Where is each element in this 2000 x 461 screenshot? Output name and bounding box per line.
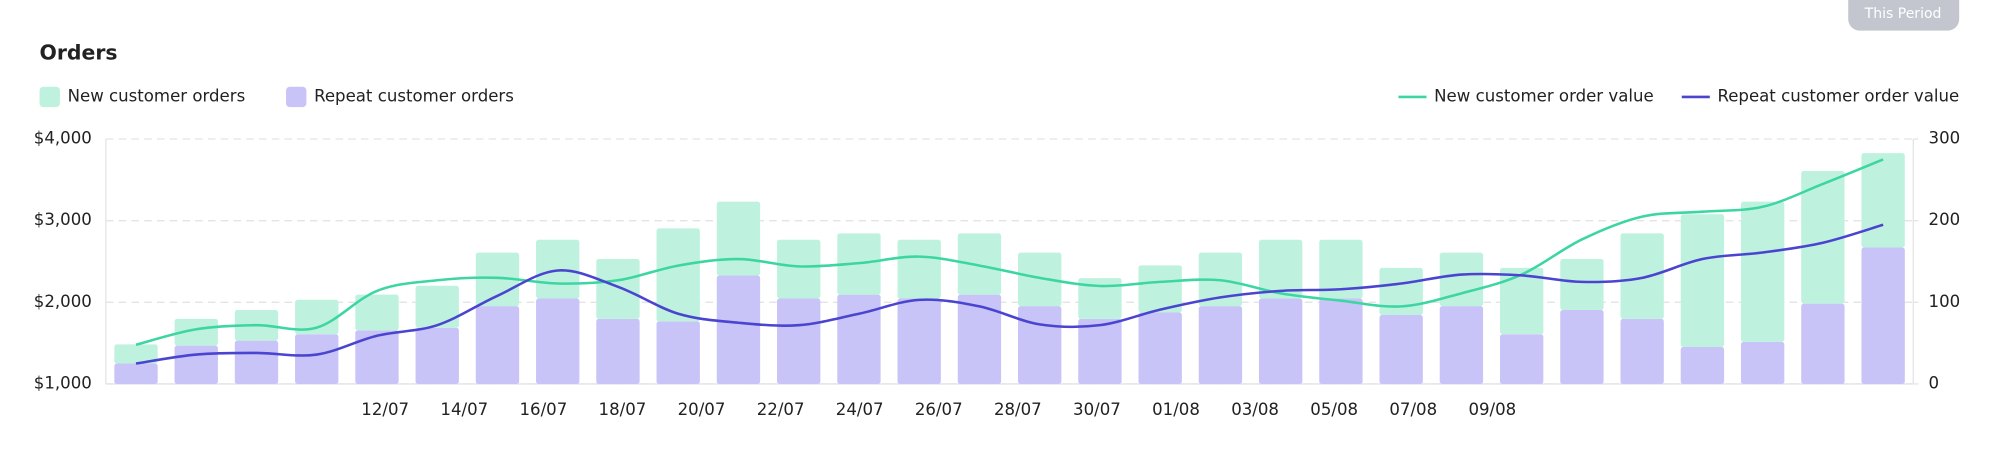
bar — [897, 298, 941, 384]
bar — [1560, 258, 1604, 310]
bar — [1078, 278, 1122, 319]
x-tick-label: 28/07 — [994, 400, 1042, 419]
bar — [1499, 267, 1544, 335]
y-tick-label: $4,000 — [34, 129, 92, 148]
x-tick-label: 12/07 — [361, 400, 409, 419]
y-tick-label: $3,000 — [34, 210, 92, 229]
bar — [415, 285, 459, 328]
bar — [1319, 298, 1363, 384]
bar — [415, 327, 459, 384]
bar — [1198, 306, 1243, 384]
bar — [837, 294, 881, 384]
bar — [1740, 341, 1785, 384]
legend-label: Repeat customer orders — [314, 86, 514, 105]
bar — [1319, 239, 1363, 299]
x-tick-label: 26/07 — [915, 400, 963, 419]
bar — [295, 334, 339, 384]
bar — [174, 318, 218, 346]
bar — [1680, 346, 1725, 384]
bar — [234, 340, 279, 384]
bar — [1379, 315, 1423, 384]
bar — [1379, 267, 1423, 316]
legend-label: New customer order value — [1434, 86, 1654, 105]
y-tick-label: $2,000 — [34, 292, 92, 311]
bar — [1680, 214, 1725, 347]
bar — [716, 201, 761, 276]
bar — [596, 258, 640, 319]
bar — [1018, 306, 1062, 384]
bar — [475, 252, 520, 307]
bar — [1620, 233, 1664, 319]
bar — [1740, 201, 1785, 342]
x-tick-label: 16/07 — [519, 400, 567, 419]
bar — [355, 330, 399, 384]
bar — [536, 298, 580, 384]
bar — [475, 306, 520, 384]
x-tick-label: 09/08 — [1468, 400, 1516, 419]
line — [135, 158, 1884, 346]
bar — [1439, 306, 1484, 384]
bar — [1620, 318, 1664, 384]
bar — [716, 275, 761, 384]
bar — [536, 239, 580, 299]
legend-label: Repeat customer order value — [1717, 86, 1959, 105]
bar — [1801, 170, 1845, 304]
bar — [777, 239, 821, 299]
x-tick-label: 22/07 — [757, 400, 805, 419]
bar — [355, 294, 399, 331]
bar — [1861, 247, 1905, 384]
bar — [957, 233, 1002, 295]
y2-tick-label: 100 — [1929, 292, 1961, 311]
y-tick-label: $1,000 — [34, 373, 92, 392]
x-tick-label: 05/08 — [1310, 400, 1358, 419]
x-tick-label: 01/08 — [1152, 400, 1200, 419]
bar — [1560, 309, 1604, 384]
legend-label: New customer orders — [68, 86, 246, 105]
bar — [1078, 318, 1122, 384]
bar — [1138, 312, 1182, 384]
x-tick-label: 03/08 — [1231, 400, 1279, 419]
bar — [1801, 303, 1845, 384]
bar — [1258, 239, 1303, 299]
bar — [957, 294, 1002, 384]
bar — [114, 344, 158, 364]
chart-title: Orders — [40, 41, 118, 65]
x-tick-label: 07/08 — [1389, 400, 1437, 419]
bar — [174, 345, 218, 384]
y2-tick-label: 200 — [1929, 210, 1961, 229]
bar — [1018, 252, 1062, 307]
legend-swatch — [39, 86, 60, 108]
bar — [656, 321, 700, 384]
x-tick-label: 20/07 — [678, 400, 726, 419]
period-button-label[interactable]: This Period — [1864, 6, 1942, 22]
bar — [777, 298, 821, 384]
legend-swatch — [286, 86, 307, 108]
bar — [114, 363, 158, 384]
bar — [897, 239, 941, 299]
y2-tick-label: 300 — [1929, 129, 1961, 148]
bar — [596, 318, 640, 384]
x-tick-label: 24/07 — [836, 400, 884, 419]
period-button[interactable] — [1848, 0, 1960, 31]
bar — [295, 299, 339, 335]
bar — [656, 228, 700, 322]
bar — [1499, 334, 1544, 384]
x-tick-label: 30/07 — [1073, 400, 1121, 419]
y2-tick-label: 0 — [1929, 373, 1940, 392]
bar — [1138, 265, 1182, 313]
bar — [1439, 252, 1484, 307]
x-tick-label: 18/07 — [599, 400, 647, 419]
bar — [1861, 153, 1905, 248]
line — [135, 223, 1884, 365]
x-tick-label: 14/07 — [440, 400, 488, 419]
bar — [1258, 298, 1303, 384]
